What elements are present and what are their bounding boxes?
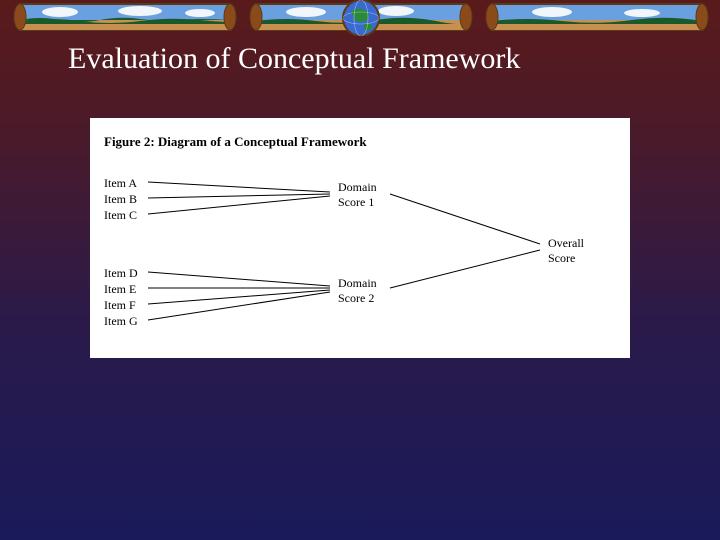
item-B: Item B (104, 192, 137, 207)
banner-svg (0, 0, 720, 36)
figure-panel: Figure 2: Diagram of a Conceptual Framew… (90, 118, 630, 358)
domain-score-1: DomainScore 1 (338, 180, 377, 210)
domain-score-2: DomainScore 2 (338, 276, 377, 306)
decorative-banner (0, 0, 720, 36)
item-G: Item G (104, 314, 138, 329)
item-F: Item F (104, 298, 136, 313)
item-A: Item A (104, 176, 137, 191)
item-E: Item E (104, 282, 136, 297)
item-D: Item D (104, 266, 138, 281)
overall-score: OverallScore (548, 236, 584, 266)
item-C: Item C (104, 208, 137, 223)
slide-title: Evaluation of Conceptual Framework (0, 36, 720, 76)
